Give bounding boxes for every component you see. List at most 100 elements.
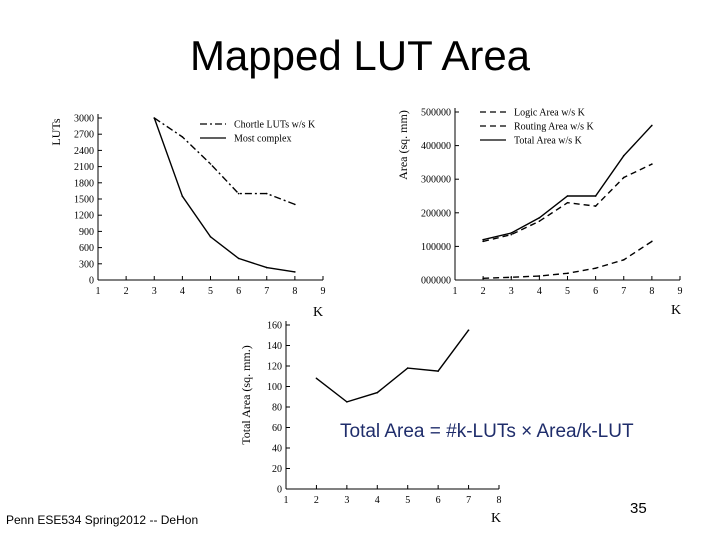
y-tick-label: 500000 (421, 108, 451, 119)
y-tick-label: 000000 (421, 276, 451, 287)
x-tick-label: 3 (509, 286, 514, 297)
data-point (566, 201, 569, 204)
x-tick-label: 9 (678, 286, 683, 297)
data-point (376, 391, 379, 394)
data-point (622, 176, 625, 179)
y-tick-label: 1500 (74, 195, 94, 206)
y-tick-label: 0 (89, 276, 94, 287)
data-point (622, 259, 625, 261)
footer-text: Penn ESE534 Spring2012 -- DeHon (6, 513, 199, 527)
y-tick-label: 0 (277, 485, 282, 496)
x-tick-label: 2 (124, 286, 129, 297)
data-point (510, 233, 513, 236)
data-point (651, 124, 653, 127)
data-point (538, 275, 541, 277)
data-point (153, 117, 156, 119)
x-tick-label: 6 (236, 286, 241, 297)
series-line (153, 117, 296, 206)
x-tick-label: 4 (537, 286, 542, 297)
y-tick-label: 120 (267, 362, 282, 373)
y-tick-label: 20 (272, 464, 282, 475)
legend-label: Chortle LUTs w/s K (234, 120, 316, 131)
data-point (594, 205, 597, 207)
y-tick-label: 200000 (421, 208, 451, 219)
legend-label: Routing Area w/s K (514, 122, 594, 133)
x-axis-label: K (491, 511, 501, 526)
data-point (406, 367, 409, 369)
data-point (538, 217, 541, 219)
data-point (294, 271, 296, 273)
x-tick-label: 8 (497, 495, 502, 506)
x-axis-label: K (671, 303, 681, 318)
data-point (651, 163, 653, 165)
data-point (237, 257, 240, 260)
y-tick-label: 1200 (74, 211, 94, 222)
data-point (566, 195, 569, 197)
y-axis-label: Total Area (sq. mm.) (239, 345, 253, 444)
slide-title: Mapped LUT Area (189, 32, 531, 79)
data-point (622, 154, 625, 157)
x-axis-label: K (313, 305, 323, 320)
legend-label: Total Area w/s K (514, 136, 583, 147)
y-tick-label: 140 (267, 341, 282, 352)
x-tick-label: 3 (344, 495, 349, 506)
y-tick-label: 80 (272, 403, 282, 414)
data-point (566, 272, 569, 275)
y-tick-label: 2100 (74, 162, 94, 173)
data-point (482, 238, 484, 241)
data-point (181, 136, 184, 138)
y-tick-label: 300000 (421, 175, 451, 186)
y-tick-label: 300 (79, 259, 94, 270)
y-tick-label: 400000 (421, 141, 451, 152)
data-point (181, 195, 184, 198)
x-tick-label: 1 (96, 286, 101, 297)
data-point (594, 195, 597, 197)
data-point (209, 163, 212, 165)
data-point (265, 266, 268, 269)
data-point (265, 192, 268, 195)
x-tick-label: 2 (481, 286, 486, 297)
x-tick-label: 5 (405, 495, 410, 506)
data-point (594, 267, 597, 270)
data-point (510, 276, 513, 279)
series-line (315, 329, 470, 403)
data-point (294, 203, 296, 206)
data-point (315, 377, 318, 380)
x-tick-label: 6 (436, 495, 441, 506)
page-number: 35 (630, 500, 647, 517)
x-tick-label: 1 (453, 286, 458, 297)
y-tick-label: 1800 (74, 178, 94, 189)
x-tick-label: 7 (466, 495, 471, 506)
x-tick-label: 5 (208, 286, 213, 297)
data-point (482, 277, 484, 280)
x-tick-label: 5 (565, 286, 570, 297)
x-tick-label: 6 (593, 286, 598, 297)
y-tick-label: 100 (267, 382, 282, 393)
data-point (346, 401, 348, 403)
x-tick-label: 2 (314, 495, 319, 506)
data-point (237, 192, 240, 195)
y-tick-label: 100000 (421, 242, 451, 253)
y-tick-label: 60 (272, 423, 282, 434)
y-tick-label: 2400 (74, 146, 94, 157)
x-tick-label: 7 (264, 286, 269, 297)
data-point (510, 232, 513, 234)
x-tick-label: 4 (375, 495, 380, 506)
x-tick-label: 9 (321, 286, 326, 297)
data-point (538, 220, 541, 222)
y-tick-label: 3000 (74, 114, 94, 125)
y-tick-label: 900 (79, 227, 94, 238)
x-tick-label: 7 (621, 286, 626, 297)
formula-text: Total Area = #k-LUTs × Area/k-LUT (340, 421, 634, 442)
y-tick-label: 2700 (74, 130, 94, 141)
y-tick-label: 160 (267, 321, 282, 332)
y-axis-label: LUTs (49, 118, 63, 145)
data-point (209, 236, 212, 238)
data-point (467, 329, 470, 331)
x-tick-label: 8 (649, 286, 654, 297)
x-tick-label: 1 (284, 495, 289, 506)
x-tick-label: 8 (292, 286, 297, 297)
data-point (482, 240, 484, 243)
